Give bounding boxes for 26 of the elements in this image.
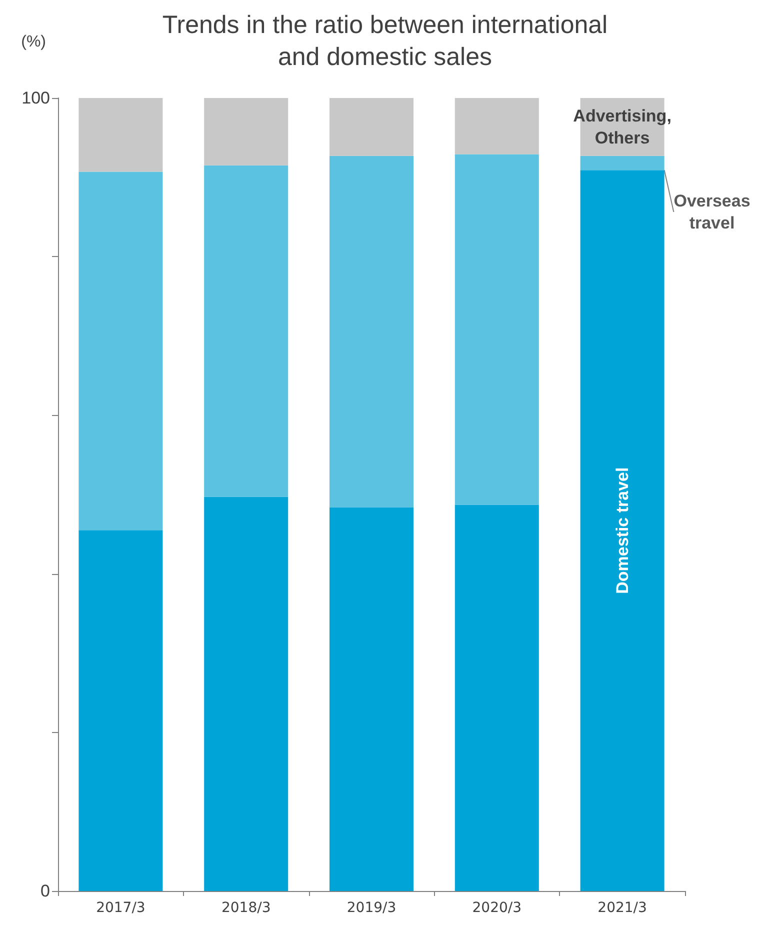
bar — [580, 170, 664, 891]
x-tick-label: 2017/3 — [96, 900, 146, 916]
series-label: Overseas travel — [674, 192, 750, 232]
bar — [454, 154, 539, 505]
x-tick-label: 2019/3 — [346, 900, 396, 916]
bar — [580, 156, 664, 170]
y-tick-label: 0 — [40, 882, 50, 900]
x-tick-label: 2018/3 — [221, 900, 271, 916]
x-tick-label: 2021/3 — [598, 900, 647, 916]
bar — [454, 98, 539, 154]
bar — [204, 165, 288, 497]
series-label: Advertising, Others — [573, 106, 672, 148]
chart-title: Trends in the ratio between international and domestic sales — [162, 11, 608, 71]
bar — [78, 172, 163, 530]
bar — [204, 98, 288, 166]
bar — [204, 496, 288, 891]
y-axis-title: (%) — [21, 34, 46, 50]
series-label: Domestic travel — [612, 467, 632, 594]
bar — [329, 98, 414, 156]
x-tick-label: 2020/3 — [472, 900, 522, 916]
bar — [329, 156, 414, 508]
bar — [78, 98, 163, 172]
bar — [329, 507, 414, 891]
y-tick-label: 100 — [22, 88, 50, 108]
bar — [78, 530, 163, 891]
bar — [454, 504, 539, 891]
